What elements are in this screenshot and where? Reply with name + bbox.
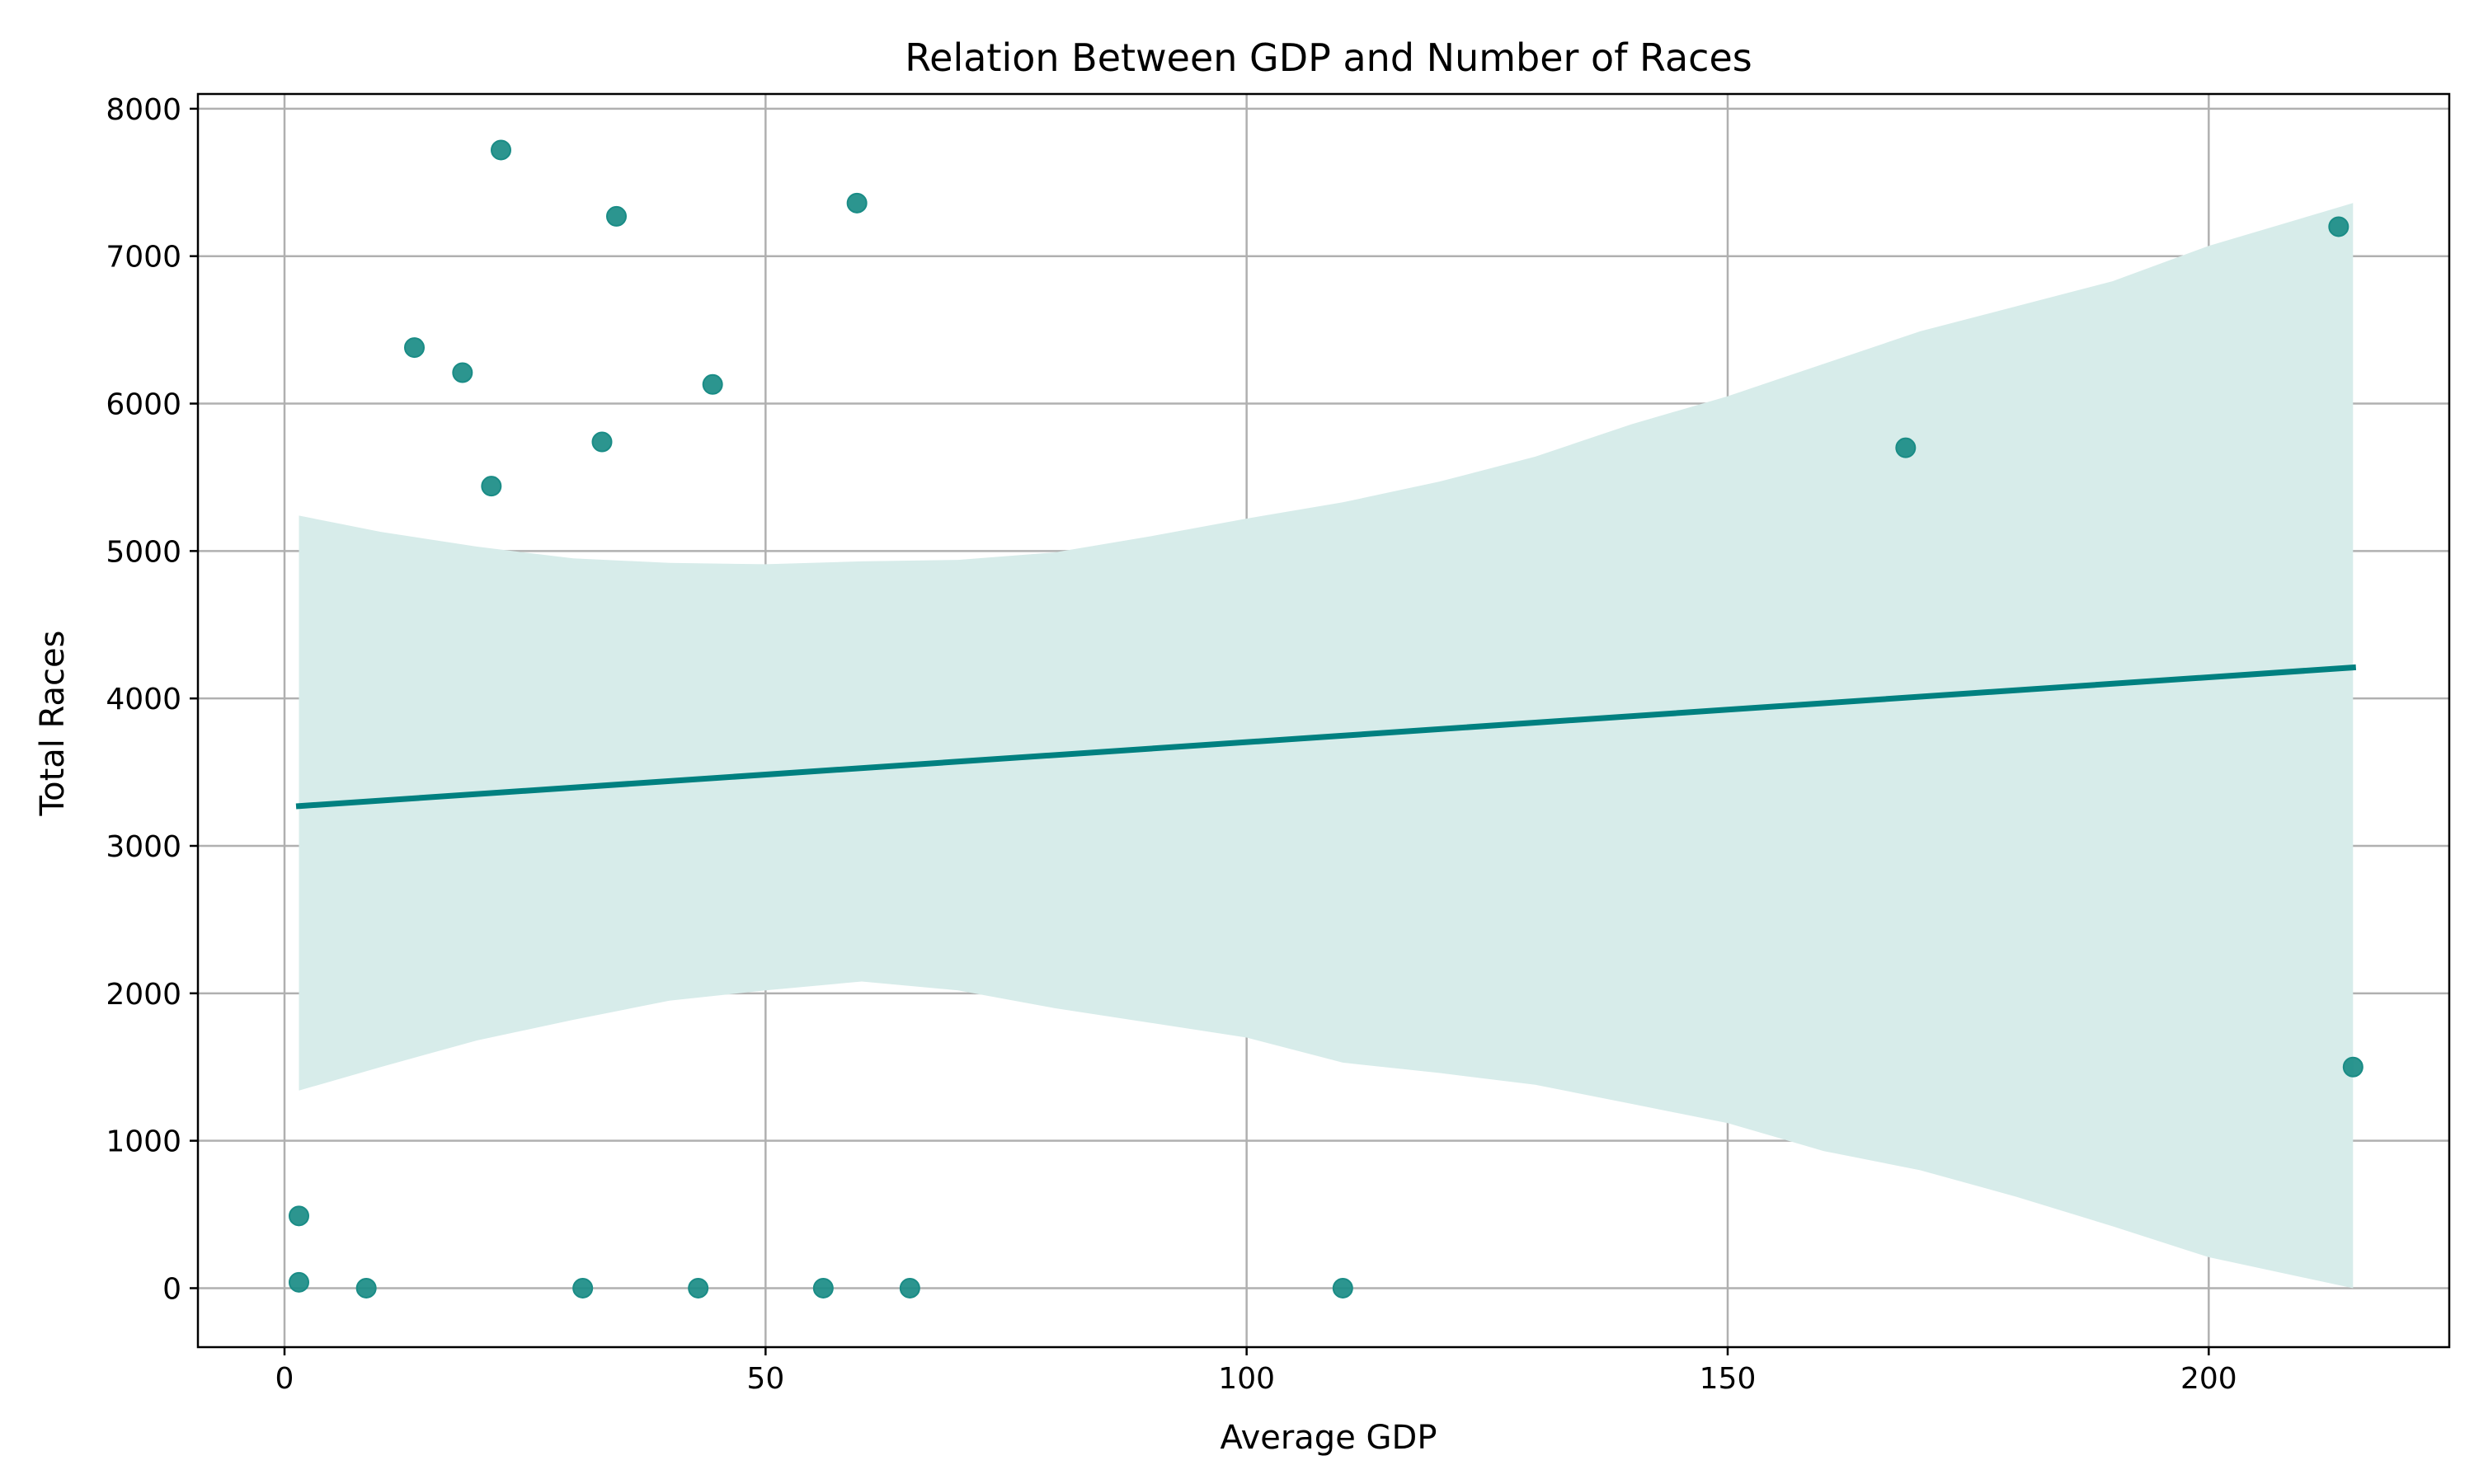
y-tick-label: 2000 <box>106 978 181 1012</box>
regression-line-group <box>295 664 2357 810</box>
y-tick-label: 4000 <box>106 683 181 716</box>
data-point <box>481 476 502 497</box>
data-point <box>899 1277 920 1298</box>
data-point <box>1895 437 1917 458</box>
data-point <box>404 337 425 359</box>
x-tick-label: 50 <box>746 1362 784 1396</box>
y-tick-label: 5000 <box>106 535 181 569</box>
y-tick-label: 1000 <box>106 1125 181 1159</box>
data-point <box>1332 1277 1353 1298</box>
data-point <box>688 1277 709 1298</box>
data-point <box>452 362 473 383</box>
chart-title: Relation Between GDP and Number of Races <box>905 35 1752 80</box>
y-axis: 0 1000 2000 3000 4000 5000 6000 7000 8000 <box>106 93 198 1306</box>
x-axis-label: Average GDP <box>1221 1419 1437 1457</box>
plot-area-frame <box>196 92 2451 1349</box>
data-point <box>591 431 613 453</box>
x-tick-label: 150 <box>1700 1362 1757 1396</box>
x-axis: 0 50 100 150 200 <box>275 1347 2237 1396</box>
data-point <box>2328 216 2349 237</box>
data-point <box>289 1205 309 1227</box>
regression-line <box>295 664 2357 810</box>
y-tick-label: 6000 <box>106 388 181 422</box>
data-point <box>606 205 627 227</box>
confidence-band <box>299 203 2354 1289</box>
data-point <box>355 1277 377 1298</box>
y-tick-label: 0 <box>162 1272 181 1306</box>
data-point <box>846 192 868 214</box>
data-point <box>289 1271 309 1293</box>
y-tick-label: 8000 <box>106 93 181 127</box>
confidence-band-group <box>299 203 2354 1289</box>
scatter-points <box>289 139 2363 1298</box>
data-point <box>2342 1056 2363 1078</box>
y-tick-label: 7000 <box>106 241 181 275</box>
x-tick-label: 0 <box>275 1362 294 1396</box>
data-point <box>572 1277 594 1298</box>
data-point <box>491 139 511 161</box>
y-axis-label: Total Races <box>34 631 72 817</box>
x-tick-label: 200 <box>2180 1362 2237 1396</box>
y-tick-label: 3000 <box>106 830 181 864</box>
data-point <box>812 1277 834 1298</box>
x-tick-label: 100 <box>1218 1362 1275 1396</box>
data-point <box>702 373 723 395</box>
